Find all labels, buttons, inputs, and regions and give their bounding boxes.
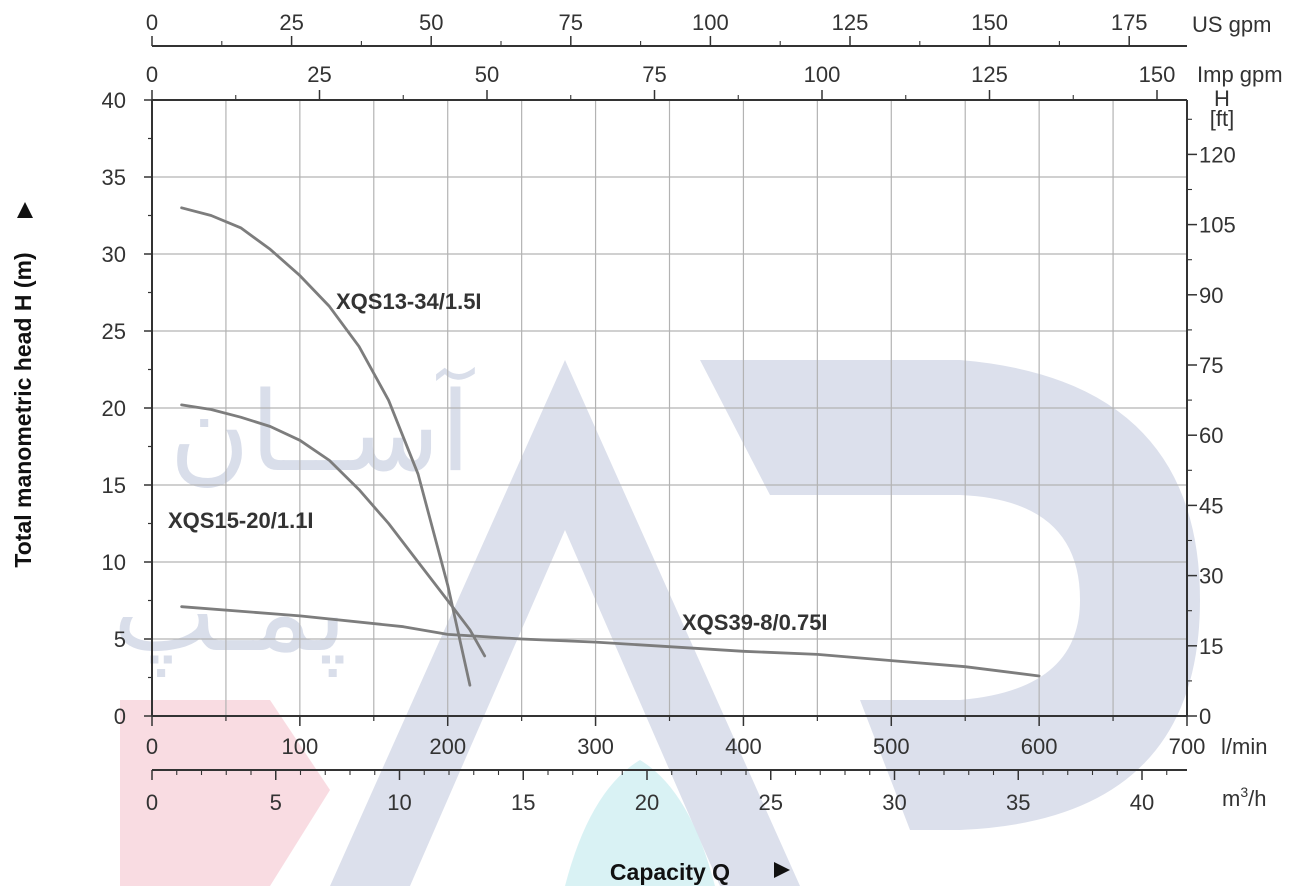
us-gpm-tick-label: 75 (559, 10, 583, 35)
m3h-tick-label: 10 (387, 790, 411, 815)
watermark-logo: آســان پمـپ (113, 360, 1200, 886)
us-gpm-tick-label: 175 (1111, 10, 1148, 35)
m3h-tick-label: 20 (635, 790, 659, 815)
ft-tick-label: 105 (1199, 213, 1236, 238)
y-tick-label: 25 (102, 319, 126, 344)
y-tick-label: 5 (114, 627, 126, 652)
us-gpm-tick-label: 125 (832, 10, 869, 35)
imp-gpm-tick-label: 50 (475, 62, 499, 87)
y-tick-label: 15 (102, 473, 126, 498)
x-tick-label: 100 (281, 734, 318, 759)
us-gpm-unit-label: US gpm (1192, 12, 1271, 37)
y-tick-label: 35 (102, 165, 126, 190)
m3h-tick-label: 35 (1006, 790, 1030, 815)
us-gpm-tick-label: 100 (692, 10, 729, 35)
ft-tick-label: 30 (1199, 564, 1223, 589)
series-line-2 (180, 605, 1041, 678)
m3h-unit-label: m3/h (1222, 784, 1266, 811)
series-line-0 (180, 206, 472, 687)
ft-tick-label: 15 (1199, 634, 1223, 659)
imp-gpm-tick-label: 125 (971, 62, 1008, 87)
x-axis-arrow-icon (774, 862, 790, 878)
imp-gpm-tick-label: 25 (307, 62, 331, 87)
ft-unit-label-ft: [ft] (1210, 106, 1234, 131)
x-axis-title: Capacity Q (610, 859, 730, 885)
imp-gpm-tick-label: 75 (642, 62, 666, 87)
y-axis-arrow-icon (17, 202, 33, 218)
x-tick-label: 0 (146, 734, 158, 759)
chart-series (180, 206, 1041, 687)
m3h-tick-label: 40 (1130, 790, 1154, 815)
chart-labels: XQS13-34/1.5I XQS15-20/1.1I XQS39-8/0.75I C… (10, 202, 828, 885)
ft-unit-label-h: H (1214, 86, 1230, 111)
series-label-2: XQS39-8/0.75I (682, 610, 828, 635)
series-label-1: XQS15-20/1.1I (168, 508, 314, 533)
m3h-tick-label: 30 (882, 790, 906, 815)
chart-grid (152, 100, 1187, 716)
ft-tick-label: 90 (1199, 283, 1223, 308)
m3h-tick-label: 5 (270, 790, 282, 815)
x-tick-label: 500 (873, 734, 910, 759)
svg-text:آســان: آســان (169, 366, 475, 496)
y-tick-label: 30 (102, 242, 126, 267)
x-tick-label: 300 (577, 734, 614, 759)
m3h-tick-label: 15 (511, 790, 535, 815)
ft-tick-label: 120 (1199, 142, 1236, 167)
imp-gpm-tick-label: 150 (1139, 62, 1176, 87)
m3h-tick-label: 0 (146, 790, 158, 815)
y-tick-label: 20 (102, 396, 126, 421)
svg-text:پمـپ: پمـپ (113, 548, 347, 677)
imp-gpm-unit-label: Imp gpm (1197, 62, 1283, 87)
m3h-tick-label: 25 (759, 790, 783, 815)
ft-tick-label: 75 (1199, 353, 1223, 378)
y-tick-label: 0 (114, 704, 126, 729)
us-gpm-tick-label: 50 (419, 10, 443, 35)
y-axis-title: Total manometric head H (m) (10, 252, 36, 567)
x-unit-label: l/min (1221, 734, 1267, 759)
x-tick-label: 200 (429, 734, 466, 759)
series-label-0: XQS13-34/1.5I (336, 289, 482, 314)
us-gpm-tick-label: 150 (971, 10, 1008, 35)
ft-tick-label: 60 (1199, 423, 1223, 448)
us-gpm-tick-label: 25 (279, 10, 303, 35)
ft-tick-label: 45 (1199, 493, 1223, 518)
x-tick-label: 600 (1021, 734, 1058, 759)
series-line-1 (180, 403, 487, 658)
x-tick-label: 700 (1169, 734, 1206, 759)
y-tick-label: 40 (102, 88, 126, 113)
us-gpm-tick-label: 0 (146, 10, 158, 35)
imp-gpm-tick-label: 0 (146, 62, 158, 87)
y-tick-label: 10 (102, 550, 126, 575)
imp-gpm-tick-label: 100 (804, 62, 841, 87)
ft-tick-label: 0 (1199, 704, 1211, 729)
x-tick-label: 400 (725, 734, 762, 759)
